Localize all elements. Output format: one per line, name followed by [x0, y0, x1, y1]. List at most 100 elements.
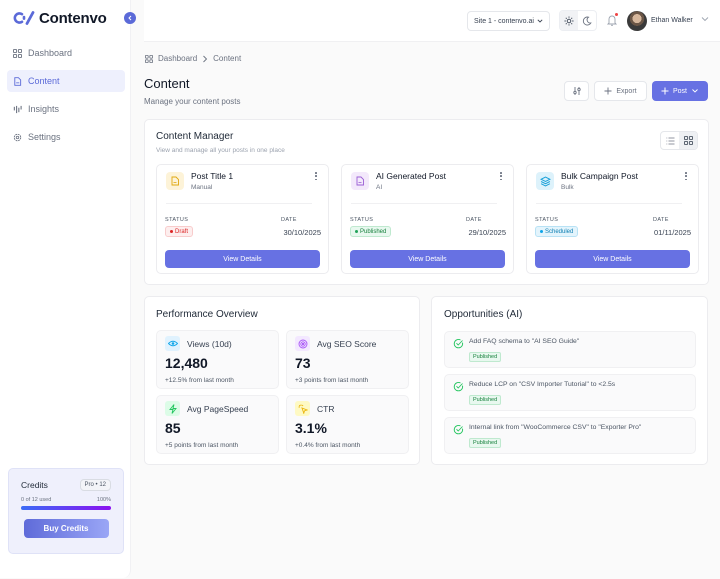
check-circle-icon — [453, 382, 464, 392]
credits-title: Credits — [21, 480, 48, 490]
notification-dot — [615, 13, 618, 16]
credits-percent: 100% — [96, 497, 111, 503]
status-badge: Published — [469, 395, 502, 405]
sidebar-item-label: Settings — [28, 132, 61, 142]
bell-icon — [606, 15, 618, 26]
notifications-button[interactable] — [606, 13, 618, 27]
more-options-icon[interactable] — [313, 171, 319, 181]
date-label: DATE — [281, 217, 297, 223]
post-type: Bulk — [561, 184, 574, 191]
list-view-button[interactable] — [661, 132, 679, 149]
status-label: STATUS — [535, 217, 559, 223]
metric-change: +0.4% from last month — [295, 442, 361, 449]
metric-value: 12,480 — [165, 355, 208, 371]
filter-button[interactable] — [564, 81, 589, 101]
breadcrumb: Dashboard Content — [145, 54, 241, 63]
export-button[interactable]: Export — [594, 81, 647, 101]
post-type: AI — [376, 184, 383, 191]
divider — [166, 203, 312, 204]
status-label: STATUS — [165, 217, 189, 223]
metric-label: Avg PageSpeed — [187, 404, 249, 414]
status-badge: Published — [469, 438, 502, 448]
app-name: Contenvo — [39, 9, 107, 27]
opportunity-item[interactable]: Internal link from "WooCommerce CSV" to … — [444, 417, 696, 454]
post-date: 01/11/2025 — [654, 228, 691, 237]
breadcrumb-dashboard-link[interactable]: Dashboard — [158, 54, 198, 63]
bulk-post-icon — [536, 172, 554, 190]
opportunity-item[interactable]: Reduce LCP on "CSV Importer Tutorial" to… — [444, 374, 696, 411]
post-card: AI Generated Post AI STATUS DATE Publish… — [341, 164, 514, 274]
sun-icon — [564, 16, 574, 25]
eye-icon — [165, 336, 180, 351]
dark-mode-button[interactable] — [578, 11, 596, 30]
more-options-icon[interactable] — [683, 171, 689, 181]
view-toggle — [660, 131, 698, 150]
post-card: Bulk Campaign Post Bulk STATUS DATE Sche… — [526, 164, 699, 274]
post-card: Post Title 1 Manual STATUS DATE Draft 30… — [156, 164, 329, 274]
metric-value: 85 — [165, 420, 181, 436]
sidebar-item-insights[interactable]: Insights — [7, 98, 125, 120]
sidebar-item-content[interactable]: Content — [7, 70, 125, 92]
export-label: Export — [616, 87, 637, 95]
post-title[interactable]: Bulk Campaign Post — [561, 171, 639, 181]
user-menu-chevron-icon[interactable] — [701, 16, 709, 22]
metric-label: CTR — [317, 404, 335, 414]
grid-view-button[interactable] — [679, 132, 697, 149]
user-name[interactable]: Ethan Walker — [651, 17, 693, 24]
sidebar-item-label: Content — [28, 76, 60, 86]
status-badge: Scheduled — [535, 226, 579, 237]
new-post-button[interactable]: Post — [652, 81, 708, 101]
metric-label: Views (10d) — [187, 339, 232, 349]
check-circle-icon — [453, 339, 464, 349]
credits-progress-bar — [21, 506, 111, 510]
plus-icon — [661, 87, 669, 95]
list-icon — [666, 137, 674, 144]
check-circle-icon — [453, 425, 464, 435]
status-badge: Published — [350, 226, 392, 237]
logo[interactable]: Contenvo — [13, 9, 107, 27]
opportunities-title: Opportunities (AI) — [444, 309, 523, 320]
more-options-icon[interactable] — [498, 171, 504, 181]
chevron-right-icon — [203, 55, 208, 62]
page-subtitle: Manage your content posts — [144, 97, 241, 106]
metric-card-ctr: CTR 3.1% +0.4% from last month — [286, 395, 409, 454]
chevron-left-icon — [128, 15, 132, 21]
document-icon — [14, 76, 22, 86]
buy-credits-button[interactable]: Buy Credits — [23, 519, 109, 538]
view-details-button[interactable]: View Details — [535, 250, 690, 268]
sidebar-item-label: Dashboard — [28, 48, 73, 58]
opportunities-panel: Opportunities (AI) Add FAQ schema to "AI… — [431, 296, 708, 465]
site-select[interactable]: Site 1 - contenvo.ai — [467, 11, 550, 31]
manual-post-icon — [166, 172, 184, 190]
performance-overview-panel: Performance Overview Views (10d) 12,480 … — [144, 296, 420, 465]
content-manager-panel: Content Manager View and manage all your… — [144, 119, 709, 285]
light-mode-button[interactable] — [560, 11, 578, 30]
avatar[interactable] — [627, 11, 647, 31]
view-details-button[interactable]: View Details — [165, 250, 320, 268]
post-title[interactable]: AI Generated Post — [376, 171, 446, 181]
content-manager-title: Content Manager — [156, 131, 234, 142]
sidebar-item-settings[interactable]: Settings — [7, 126, 125, 148]
opportunity-text: Reduce LCP on "CSV Importer Tutorial" to… — [469, 381, 616, 388]
breadcrumb-current: Content — [213, 54, 242, 63]
view-details-button[interactable]: View Details — [350, 250, 505, 268]
date-label: DATE — [653, 217, 669, 223]
metric-change: +12.5% from last month — [165, 377, 234, 384]
opportunity-item[interactable]: Add FAQ schema to "AI SEO Guide" Publish… — [444, 331, 696, 368]
chevron-down-icon — [692, 89, 698, 93]
logo-mark-icon — [13, 11, 35, 25]
theme-toggle — [559, 10, 597, 31]
grid-icon — [683, 136, 693, 145]
post-title[interactable]: Post Title 1 — [191, 171, 234, 181]
metric-value: 73 — [295, 355, 311, 371]
ai-post-icon — [351, 172, 369, 190]
sidebar-item-dashboard[interactable]: Dashboard — [7, 42, 125, 64]
metric-change: +5 points from last month — [165, 442, 239, 449]
opportunity-text: Add FAQ schema to "AI SEO Guide" — [469, 338, 580, 345]
divider — [351, 203, 497, 204]
collapse-sidebar-button[interactable] — [124, 12, 136, 24]
sidebar-nav: Dashboard Content Insights Settings — [7, 42, 125, 154]
sidebar-item-label: Insights — [28, 104, 60, 114]
moon-icon — [582, 16, 592, 25]
content-manager-subtitle: View and manage all your posts in one pl… — [156, 147, 285, 154]
